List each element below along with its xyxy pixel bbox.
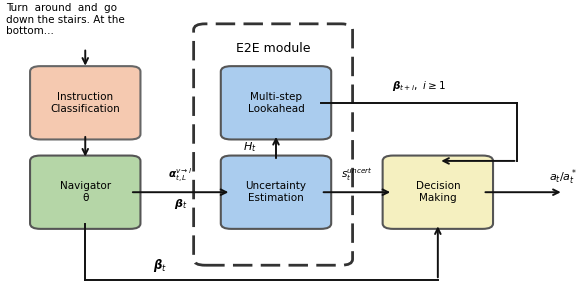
Text: Turn  around  and  go
down the stairs. At the
bottom...: Turn around and go down the stairs. At t… xyxy=(6,3,124,36)
Text: $\boldsymbol{\beta}_t$: $\boldsymbol{\beta}_t$ xyxy=(174,197,187,211)
Text: $H_t$: $H_t$ xyxy=(243,141,257,154)
Text: $\boldsymbol{\beta}_{t+i},\ i \geq 1$: $\boldsymbol{\beta}_{t+i},\ i \geq 1$ xyxy=(392,80,446,93)
Text: $s_t^{uncert}$: $s_t^{uncert}$ xyxy=(341,166,373,183)
Text: E2E module: E2E module xyxy=(236,42,310,55)
Text: Navigator
θ: Navigator θ xyxy=(60,181,111,203)
FancyBboxPatch shape xyxy=(221,66,331,139)
Text: Instruction
Classification: Instruction Classification xyxy=(50,92,120,114)
Text: $a_t/a_t^*$: $a_t/a_t^*$ xyxy=(549,167,578,187)
Text: Multi-step
Lookahead: Multi-step Lookahead xyxy=(247,92,305,114)
FancyBboxPatch shape xyxy=(30,66,140,139)
Text: $\boldsymbol{\alpha}_{t,L}^{v\rightarrow l}$: $\boldsymbol{\alpha}_{t,L}^{v\rightarrow… xyxy=(168,167,193,185)
Text: Decision
Making: Decision Making xyxy=(416,181,460,203)
FancyBboxPatch shape xyxy=(383,156,493,229)
FancyBboxPatch shape xyxy=(221,156,331,229)
Text: Uncertainty
Estimation: Uncertainty Estimation xyxy=(246,181,306,203)
Text: $\boldsymbol{\beta}_t$: $\boldsymbol{\beta}_t$ xyxy=(153,257,168,274)
FancyBboxPatch shape xyxy=(30,156,140,229)
